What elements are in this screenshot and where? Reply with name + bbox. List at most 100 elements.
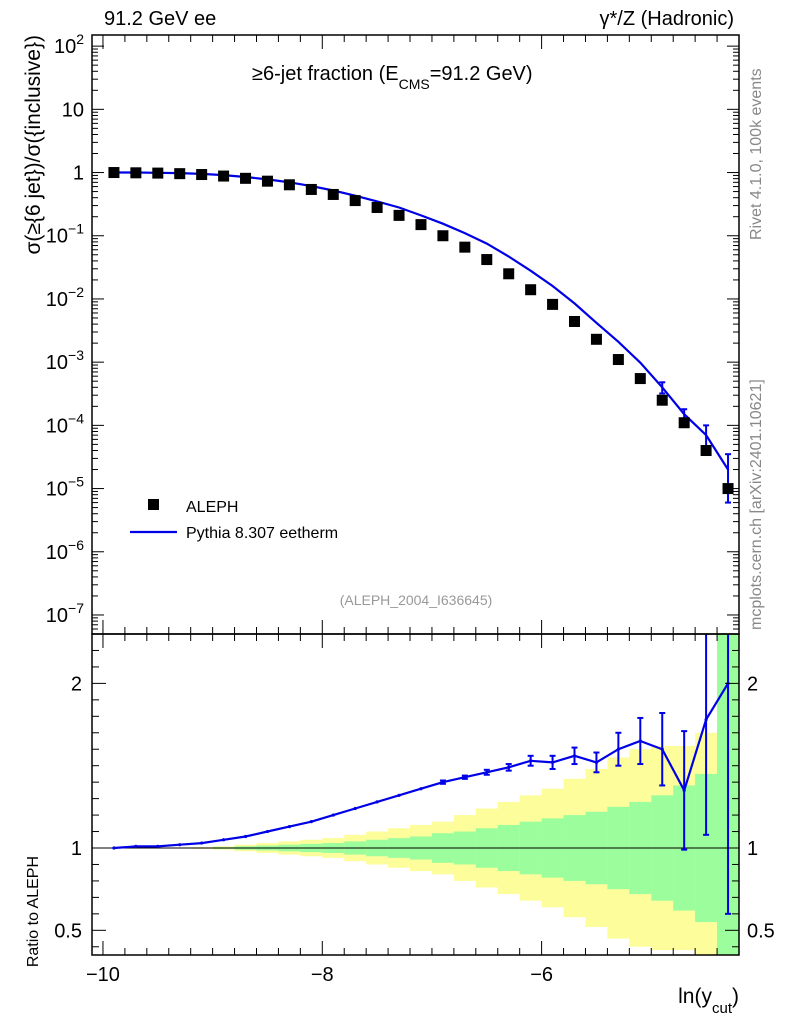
ratio-point xyxy=(463,775,467,779)
x-tick-label: −8 xyxy=(311,964,334,986)
x-axis-label-subscript: cut xyxy=(712,1000,733,1017)
data-point xyxy=(415,219,427,231)
main-y-tick-exponent: −6 xyxy=(68,537,84,553)
ratio-point xyxy=(682,788,686,792)
ratio-point xyxy=(200,841,204,845)
plot-title-subscript: CMS xyxy=(399,76,430,92)
main-y-tick-exponent: −2 xyxy=(68,284,84,300)
data-point xyxy=(393,209,405,221)
data-point xyxy=(130,167,142,179)
main-y-tick-exponent: −3 xyxy=(68,347,84,363)
uncertainty-bands xyxy=(190,634,740,955)
ratio-point xyxy=(353,806,357,811)
x-axis-label: ln(ycut) xyxy=(678,985,739,1017)
data-point xyxy=(240,172,252,184)
ratio-y-tick-label-right: 1 xyxy=(747,838,758,860)
main-marks xyxy=(108,167,734,504)
main-y-tick-label: 10−1 xyxy=(46,221,84,248)
ratio-y-tick-label-left: 0.5 xyxy=(54,920,82,942)
analysis-id: (ALEPH_2004_I636645) xyxy=(340,592,493,608)
data-point xyxy=(305,183,317,195)
main-y-tick-exponent: −1 xyxy=(68,221,84,237)
main-y-tick-base: 10 xyxy=(46,226,68,248)
main-frame xyxy=(91,34,740,635)
x-axis-label-main: ln(y xyxy=(678,985,712,1008)
main-y-tick-exponent: 2 xyxy=(76,31,84,47)
main-y-tick-label: 10−4 xyxy=(46,410,84,437)
legend-marker-aleph xyxy=(148,499,159,510)
main-y-tick-base: 10 xyxy=(46,542,68,564)
ratio-point xyxy=(178,843,182,847)
process-label: γ*/Z (Hadronic) xyxy=(599,8,734,30)
data-point xyxy=(196,169,208,181)
main-y-tick-base: 10 xyxy=(46,605,68,627)
ratio-point xyxy=(134,844,138,848)
data-point xyxy=(503,268,515,280)
main-y-tick-label: 10−7 xyxy=(46,600,84,627)
data-point xyxy=(437,230,449,242)
data-point xyxy=(371,201,383,213)
legend-label-aleph: ALEPH xyxy=(186,499,238,516)
main-y-tick-exponent: −4 xyxy=(68,410,84,426)
plot-title-tail: =91.2 GeV) xyxy=(430,63,533,85)
main-y-tick-exponent: −7 xyxy=(68,600,84,616)
ratio-point xyxy=(243,834,248,839)
ratio-point xyxy=(594,760,599,765)
data-point xyxy=(152,167,164,179)
ratio-point xyxy=(287,825,291,829)
ratio-point xyxy=(485,770,489,774)
ratio-point xyxy=(331,813,335,817)
rivet-label: Rivet 4.1.0, 100k events xyxy=(748,68,765,240)
data-point xyxy=(459,241,471,253)
x-axis-label-tail: ) xyxy=(732,985,739,1008)
ratio-point xyxy=(550,760,555,765)
data-point xyxy=(261,175,273,187)
data-point xyxy=(569,315,581,327)
data-point xyxy=(634,373,646,385)
data-point xyxy=(656,394,668,406)
data-point xyxy=(283,179,295,191)
data-point xyxy=(700,445,712,457)
ratio-frame xyxy=(91,633,740,956)
data-point xyxy=(327,188,339,200)
ratio-y-axis-label: Ratio to ALEPH xyxy=(25,856,42,967)
plot-title: ≥6-jet fraction (ECMS=91.2 GeV) xyxy=(252,63,533,92)
data-point xyxy=(108,167,120,179)
main-y-tick-label: 10−2 xyxy=(46,284,84,311)
main-y-axis-label: σ(≥{6 jet})/σ({inclusive}) xyxy=(22,35,45,255)
data-point xyxy=(481,254,493,266)
ratio-y-tick-label-left: 1 xyxy=(71,838,82,860)
x-tick-label: −10 xyxy=(86,964,120,986)
x-tick-label: −6 xyxy=(530,964,553,986)
main-y-tick-label: 10−5 xyxy=(46,474,84,501)
ratio-point xyxy=(112,846,116,850)
ratio-point xyxy=(441,780,445,784)
main-y-tick-label: 102 xyxy=(54,31,84,58)
main-y-tick-label: 10 xyxy=(62,99,84,121)
ratio-point xyxy=(529,759,533,763)
data-point xyxy=(174,168,186,180)
data-point xyxy=(525,284,537,296)
ratio-point xyxy=(507,765,511,769)
main-y-tick-base: 10 xyxy=(54,36,76,58)
data-point xyxy=(612,354,624,366)
ratio-point xyxy=(221,838,226,842)
mc-curve xyxy=(113,171,729,471)
ratio-point xyxy=(156,844,160,848)
ratio-point xyxy=(704,718,708,722)
main-y-tick-label: 10−3 xyxy=(46,347,84,374)
data-point xyxy=(678,417,690,429)
legend-label-pythia: Pythia 8.307 eetherm xyxy=(186,525,338,542)
ratio-point xyxy=(572,754,577,758)
ratio-point xyxy=(638,739,642,743)
ratio-y-tick-label-left: 2 xyxy=(71,673,82,695)
ratio-point xyxy=(309,820,313,824)
mcplots-label: mcplots.cern.ch [arXiv:2401.10621] xyxy=(748,379,765,630)
data-point xyxy=(218,170,230,182)
ratio-point xyxy=(616,747,620,751)
ratio-point xyxy=(375,800,379,804)
ratio-point xyxy=(660,747,664,751)
data-point xyxy=(349,195,361,207)
